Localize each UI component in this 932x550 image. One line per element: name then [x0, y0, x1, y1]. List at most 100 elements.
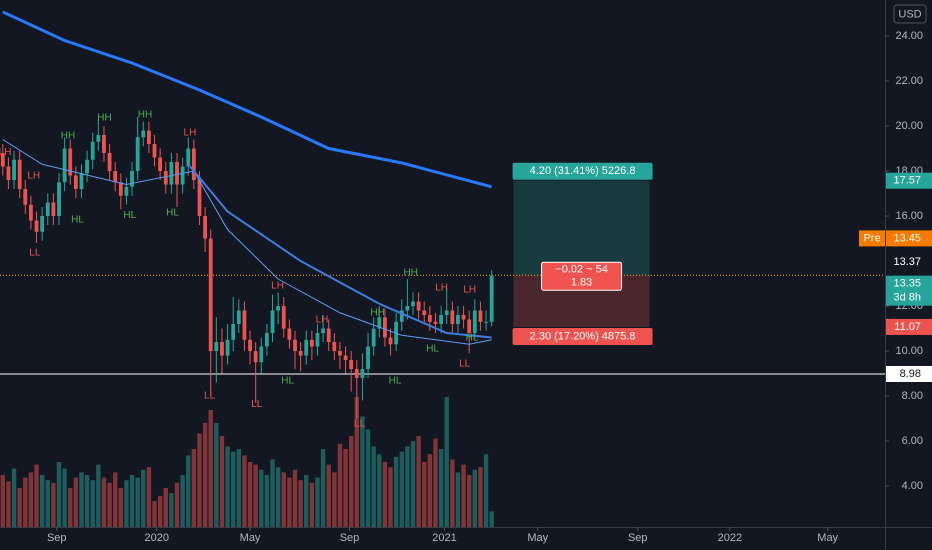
- volume-bar: [84, 475, 90, 527]
- candle-body: [186, 148, 191, 167]
- volume-bar: [461, 464, 466, 527]
- volume-bar: [337, 443, 343, 527]
- volume-bar: [157, 495, 163, 527]
- pivot-label: HH: [370, 308, 384, 319]
- volume-bar: [152, 501, 157, 527]
- candle-body: [478, 310, 483, 322]
- x-tick-label: Sep: [340, 532, 360, 544]
- volume-bar: [45, 480, 50, 527]
- y-tick-label: 24.00: [895, 30, 923, 42]
- volume-bar: [275, 467, 281, 527]
- volume-bar: [219, 436, 225, 527]
- volume-bar: [343, 449, 348, 527]
- candle-body: [23, 189, 28, 205]
- candle-body: [281, 306, 286, 329]
- volume-bar: [247, 462, 253, 527]
- volume-bar: [304, 475, 309, 527]
- candle-body: [259, 346, 264, 363]
- volume-bar: [0, 475, 6, 527]
- candle-body: [349, 360, 354, 370]
- volume-bar: [360, 416, 365, 527]
- x-tick-label: 2021: [432, 532, 456, 544]
- volume-bar: [191, 449, 197, 527]
- candle-body: [467, 319, 472, 334]
- volume-bar: [326, 464, 331, 527]
- volume-bar: [292, 469, 298, 527]
- candle-body: [287, 328, 292, 340]
- volume-bar: [11, 468, 17, 527]
- candle-body: [113, 171, 118, 183]
- candle-body: [152, 144, 157, 158]
- price-badge-tag-label: Pre: [863, 232, 880, 244]
- candle-body: [203, 216, 207, 239]
- y-tick-label: 20.00: [895, 120, 923, 132]
- candle-body: [411, 301, 415, 307]
- pivot-label: LH: [463, 285, 476, 296]
- candle-body: [321, 328, 325, 334]
- pivot-label: LH: [435, 283, 448, 294]
- candle-body: [135, 137, 140, 172]
- center-label: 1.83: [571, 277, 592, 289]
- volume-bar: [62, 468, 67, 527]
- volume-bar: [90, 480, 95, 527]
- price-badge-label: 13.45: [893, 232, 921, 244]
- candle-body: [57, 182, 61, 217]
- volume-bar: [332, 472, 337, 527]
- volume-bar: [450, 459, 455, 527]
- candle-body: [169, 162, 174, 185]
- volume-bar: [433, 438, 438, 527]
- candle-body: [298, 351, 303, 356]
- volume-bar: [259, 469, 264, 527]
- volume-bar: [73, 477, 79, 527]
- volume-bar: [197, 433, 202, 527]
- price-badge-label: 13.35: [893, 278, 921, 290]
- candle-body: [343, 355, 348, 361]
- moving-average: [2, 10, 493, 189]
- candle-body: [253, 351, 258, 363]
- candle-body: [427, 315, 432, 322]
- volume-bar: [410, 441, 416, 527]
- pivot-label: HL: [426, 344, 439, 355]
- candle-body: [124, 186, 129, 196]
- volume-bar: [146, 467, 152, 527]
- candle-body: [102, 135, 106, 154]
- pivot-label: LL: [459, 359, 471, 370]
- y-tick-label: 22.00: [895, 75, 923, 87]
- volume-bar: [6, 481, 11, 527]
- volume-bar: [214, 423, 219, 527]
- price-badge: [886, 172, 932, 189]
- candle-body: [107, 153, 112, 172]
- pivot-label: HH: [138, 110, 152, 121]
- volume-bar: [17, 488, 22, 527]
- volume-bar: [298, 480, 303, 527]
- volume-bar: [208, 410, 213, 527]
- candle-body: [456, 315, 460, 325]
- volume-bar: [388, 467, 393, 527]
- volume-bar: [365, 429, 371, 527]
- volume-bar: [444, 397, 449, 527]
- volume-bar: [56, 462, 62, 527]
- volume-bar: [309, 482, 315, 527]
- volume-bar: [202, 423, 208, 527]
- price-badge: [886, 275, 932, 306]
- candle-body: [472, 310, 477, 334]
- price-badge-label: 13.37: [893, 256, 921, 268]
- candle-body: [231, 324, 236, 340]
- volume-bar: [393, 456, 399, 527]
- candle-body: [141, 130, 146, 138]
- candle-body: [236, 310, 241, 325]
- pivot-label: LH: [316, 315, 329, 326]
- y-tick-label: 4.00: [902, 480, 923, 492]
- pivot-label: HL: [166, 208, 179, 219]
- volume-bar: [416, 436, 421, 527]
- candle-body: [0, 153, 5, 167]
- candle-body: [270, 310, 275, 334]
- candle-body: [51, 202, 56, 217]
- currency-box[interactable]: [893, 4, 927, 24]
- volume-bar: [112, 472, 118, 527]
- volume-bar: [315, 477, 320, 527]
- candle-body: [354, 369, 359, 379]
- volume-bar: [377, 454, 382, 527]
- x-tick-label: Sep: [628, 532, 648, 544]
